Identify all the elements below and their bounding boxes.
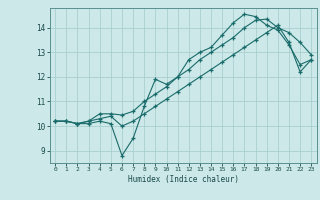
X-axis label: Humidex (Indice chaleur): Humidex (Indice chaleur) — [128, 175, 239, 184]
